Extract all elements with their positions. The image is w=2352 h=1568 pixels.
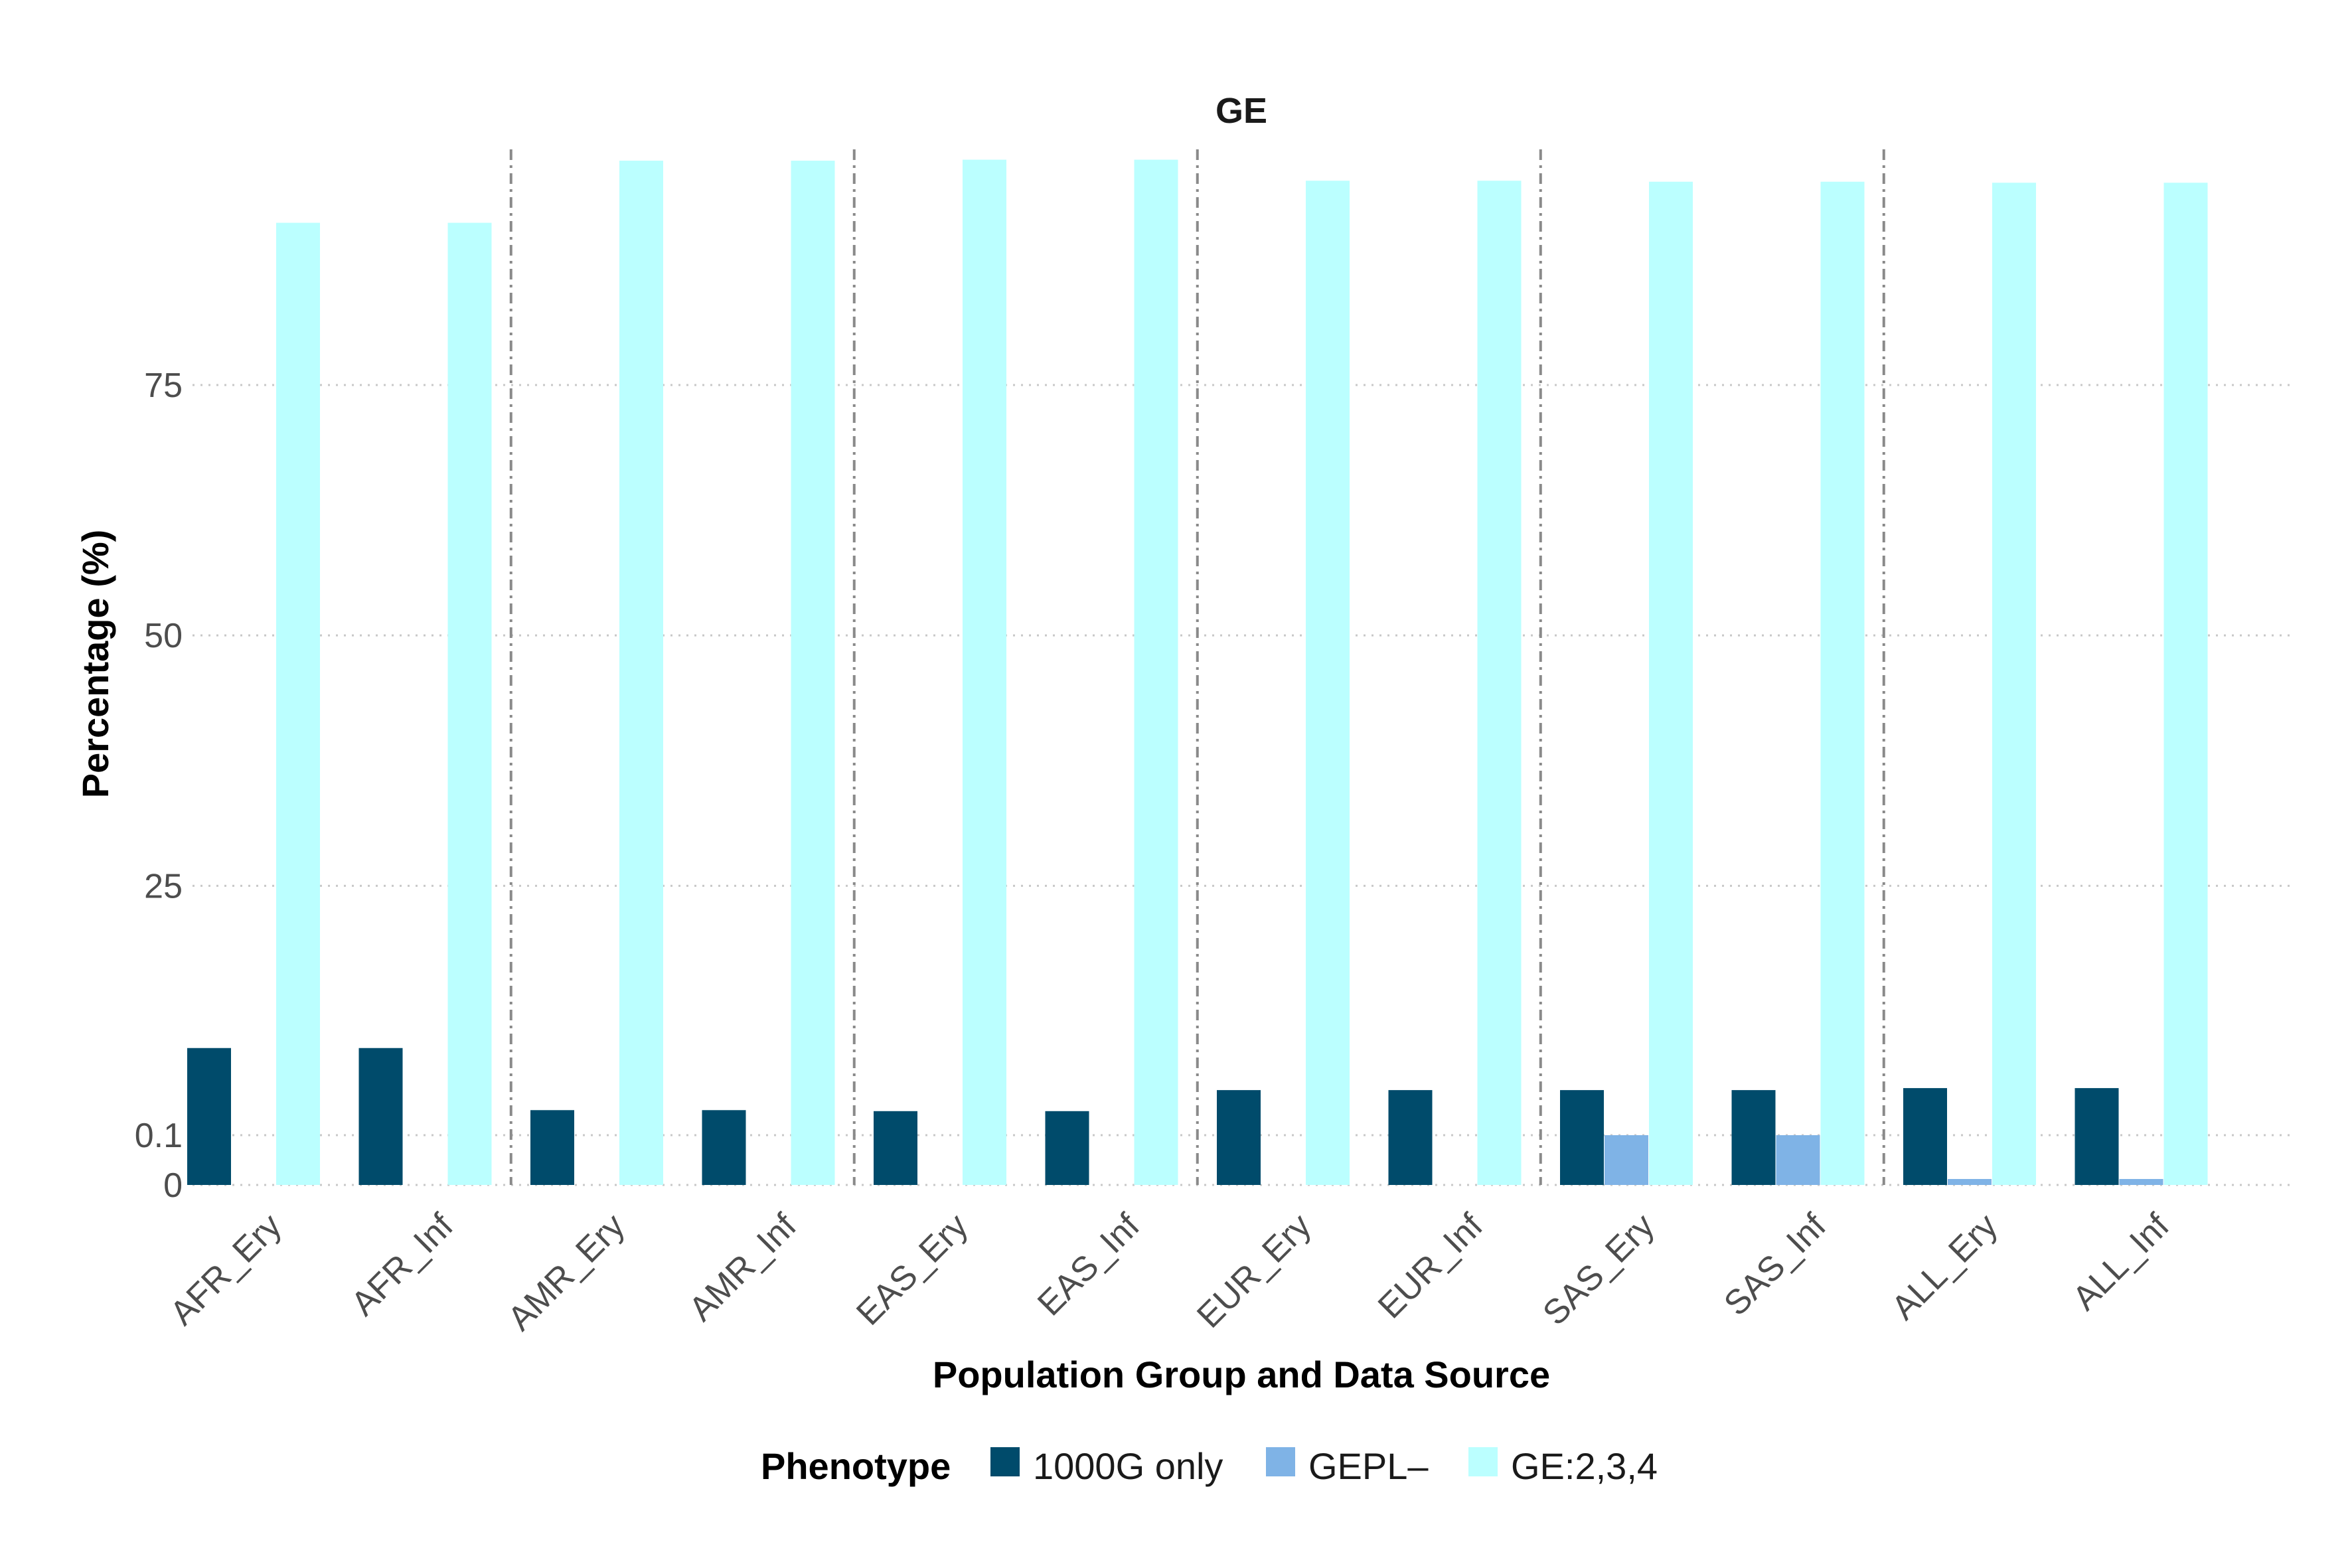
legend-items: 1000G only GEPL– GE:2,3,4 xyxy=(990,1445,1658,1487)
x-tick-label: SAS_Inf xyxy=(1717,1206,1834,1323)
bar xyxy=(276,222,320,1185)
bar xyxy=(1477,181,1522,1186)
bar xyxy=(619,161,663,1186)
x-axis-title: Population Group and Data Source xyxy=(933,1354,1550,1395)
x-tick-label: ALL_Inf xyxy=(2065,1206,2177,1318)
legend-swatch xyxy=(990,1447,1020,1476)
y-tick-label: 50 xyxy=(144,617,183,655)
bar xyxy=(1948,1179,1992,1185)
bar xyxy=(530,1110,574,1185)
y-tick-labels: 0 0.1 25 50 75 xyxy=(135,366,183,1205)
legend-item: 1000G only xyxy=(990,1445,1223,1487)
x-tick-label: EUR_Ery xyxy=(1190,1206,1318,1335)
x-tick-label: AMR_Ery xyxy=(501,1206,632,1338)
legend-swatch xyxy=(1266,1447,1295,1476)
bar xyxy=(187,1048,231,1185)
bar xyxy=(358,1048,403,1185)
bar xyxy=(791,161,835,1186)
bar xyxy=(1560,1090,1604,1185)
legend-label: 1000G only xyxy=(1033,1445,1223,1487)
legend-title: Phenotype xyxy=(761,1445,951,1487)
bar xyxy=(963,159,1006,1186)
x-tick-labels: AFR_Ery AFR_Inf AMR_Ery AMR_Inf EAS_Ery EAS_I… xyxy=(163,1206,2177,1338)
legend-item: GEPL– xyxy=(1266,1445,1429,1487)
bar xyxy=(1045,1111,1089,1185)
bar xyxy=(447,222,492,1185)
bar xyxy=(2163,183,2208,1185)
bar xyxy=(702,1110,746,1185)
bar xyxy=(1903,1088,1947,1185)
bar xyxy=(1731,1090,1776,1185)
x-tick-label: EAS_Inf xyxy=(1030,1206,1147,1323)
legend-swatch xyxy=(1468,1447,1498,1476)
bar xyxy=(1217,1090,1261,1185)
x-tick-label: EAS_Ery xyxy=(849,1206,975,1332)
bar xyxy=(1134,159,1178,1186)
x-tick-label: AFR_Inf xyxy=(344,1206,461,1323)
bars xyxy=(187,159,2208,1186)
bar xyxy=(1306,181,1350,1186)
y-axis-title: Percentage (%) xyxy=(74,530,116,799)
x-tick-label: SAS_Ery xyxy=(1535,1206,1662,1332)
x-tick-label: EUR_Inf xyxy=(1371,1206,1490,1326)
x-tick-label: AMR_Inf xyxy=(682,1206,804,1328)
chart-title: GE xyxy=(1215,91,1267,131)
bar xyxy=(1820,181,1865,1186)
legend-label: GE:2,3,4 xyxy=(1511,1445,1658,1487)
bar xyxy=(2075,1088,2119,1185)
bar xyxy=(1776,1135,1820,1185)
y-tick-label: 25 xyxy=(144,867,183,905)
y-tick-label: 0.1 xyxy=(135,1117,183,1155)
bar xyxy=(1605,1135,1648,1185)
legend: Phenotype 1000G only GEPL– GE:2,3,4 xyxy=(761,1445,1658,1487)
group-separators xyxy=(509,149,1885,1185)
bar xyxy=(1992,183,2036,1185)
bar xyxy=(1649,181,1693,1186)
x-tick-label: ALL_Ery xyxy=(1884,1206,2005,1327)
grid-lines xyxy=(193,384,2290,1186)
y-tick-label: 75 xyxy=(144,366,183,405)
bar xyxy=(2119,1179,2163,1185)
x-tick-label: AFR_Ery xyxy=(163,1206,289,1332)
bar xyxy=(1388,1090,1433,1185)
legend-item: GE:2,3,4 xyxy=(1468,1445,1658,1487)
bar xyxy=(874,1111,917,1185)
legend-label: GEPL– xyxy=(1308,1445,1429,1487)
y-tick-label: 0 xyxy=(163,1166,183,1205)
